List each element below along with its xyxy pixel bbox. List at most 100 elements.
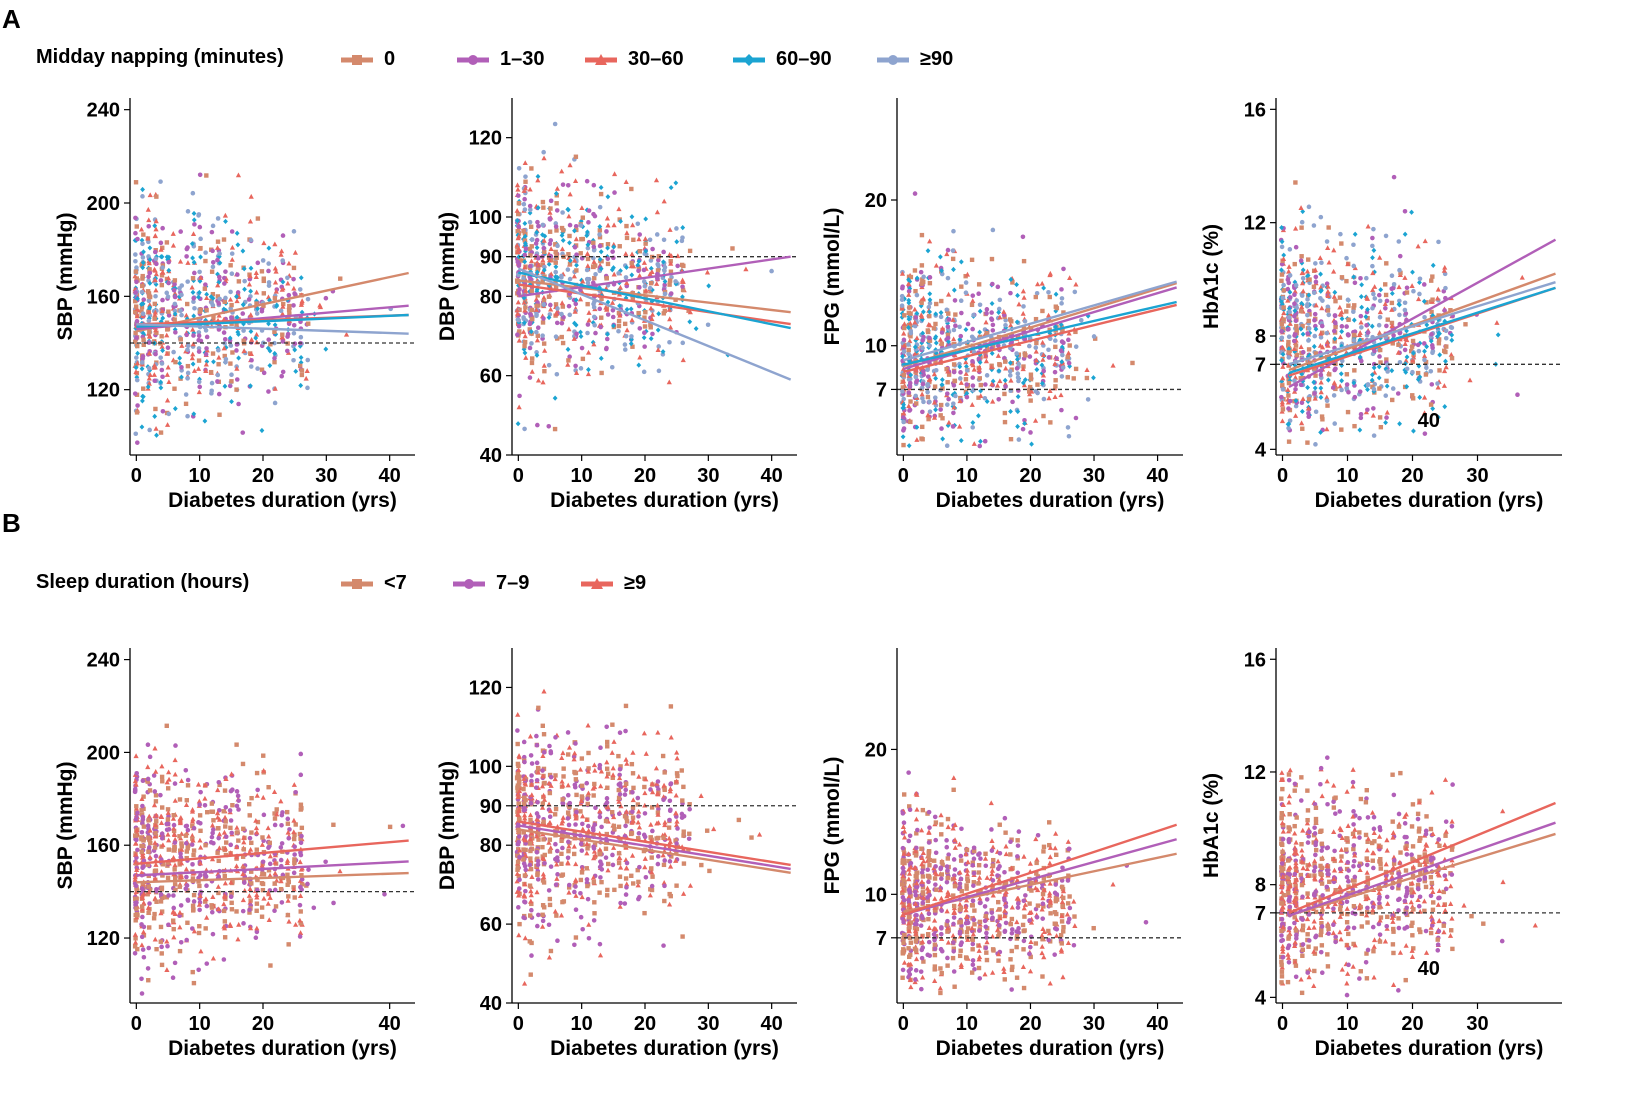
data-point <box>159 361 165 366</box>
data-point <box>666 306 672 312</box>
data-point <box>236 355 242 361</box>
data-point <box>204 173 209 178</box>
data-point <box>1430 406 1436 412</box>
data-point <box>643 310 648 315</box>
data-point <box>280 233 286 238</box>
data-point <box>141 794 146 799</box>
data-point <box>179 374 184 380</box>
data-point <box>145 776 151 782</box>
data-point <box>540 320 546 325</box>
data-point <box>1061 310 1066 315</box>
data-point <box>1002 391 1007 397</box>
data-point <box>1369 323 1375 329</box>
data-point <box>1391 281 1397 287</box>
data-point <box>940 416 945 421</box>
data-point <box>1305 331 1310 336</box>
fit-line-≥90 <box>903 280 1177 362</box>
data-point <box>190 326 196 332</box>
data-point <box>662 291 668 297</box>
data-point <box>171 905 177 911</box>
data-point <box>1010 399 1015 405</box>
data-point <box>546 282 552 289</box>
data-point <box>272 329 277 335</box>
data-point <box>1035 281 1041 287</box>
data-point <box>1358 294 1364 300</box>
data-point <box>190 255 195 261</box>
data-point <box>197 802 202 808</box>
data-point <box>546 362 552 368</box>
data-point <box>1292 374 1299 380</box>
data-point <box>1286 315 1292 320</box>
data-point <box>195 366 202 371</box>
data-point <box>1298 326 1304 332</box>
data-point <box>145 862 151 867</box>
data-point <box>636 362 642 368</box>
data-point <box>146 340 152 345</box>
data-point <box>990 378 996 384</box>
legend-key-icon <box>457 54 489 65</box>
data-point <box>248 337 255 342</box>
data-point <box>166 847 172 852</box>
data-point <box>990 322 996 328</box>
data-point <box>214 810 221 816</box>
data-point <box>140 260 146 266</box>
data-point <box>1085 397 1091 402</box>
data-point <box>1364 275 1369 281</box>
data-point <box>210 248 215 254</box>
data-point <box>604 306 610 312</box>
data-point <box>285 348 290 354</box>
data-point <box>172 960 178 966</box>
x-tick-label: 0 <box>898 465 909 487</box>
data-point <box>261 767 267 773</box>
data-point <box>1286 439 1292 444</box>
data-point <box>515 229 520 234</box>
data-point <box>152 789 158 794</box>
data-point <box>165 786 171 791</box>
data-point <box>1300 331 1306 337</box>
data-point <box>1306 414 1312 420</box>
data-point <box>1299 420 1305 426</box>
data-point <box>927 335 932 341</box>
data-point <box>578 333 584 339</box>
data-point <box>159 835 165 841</box>
data-point <box>171 832 178 838</box>
data-point <box>215 884 221 889</box>
y-tick-label: 40 <box>480 445 502 467</box>
data-point <box>216 347 221 353</box>
data-point <box>266 833 272 839</box>
data-point <box>529 356 535 361</box>
data-point <box>286 835 292 841</box>
data-point <box>597 890 602 895</box>
data-point <box>152 249 158 255</box>
data-point <box>261 240 267 246</box>
data-point <box>560 872 566 877</box>
data-point <box>1299 260 1305 266</box>
data-point <box>605 222 611 228</box>
data-point <box>945 332 951 337</box>
data-point <box>667 859 673 864</box>
data-point <box>964 382 969 387</box>
data-point <box>648 305 654 311</box>
data-point <box>254 311 260 316</box>
data-point <box>1286 268 1292 274</box>
data-point <box>522 333 528 339</box>
data-point <box>259 269 265 274</box>
data-point <box>661 311 666 316</box>
data-point <box>630 749 636 755</box>
data-point <box>574 331 579 337</box>
data-point <box>255 306 260 312</box>
data-point <box>1047 388 1053 393</box>
data-point <box>1390 397 1395 403</box>
data-point <box>1053 378 1058 383</box>
data-point <box>977 329 983 335</box>
data-point <box>1318 394 1324 400</box>
data-point <box>628 263 634 269</box>
data-point <box>140 817 146 822</box>
data-point <box>323 295 329 301</box>
data-point <box>541 298 547 304</box>
data-point <box>907 408 912 413</box>
data-point <box>140 947 146 952</box>
data-point <box>1286 406 1291 411</box>
data-point <box>1306 292 1312 298</box>
